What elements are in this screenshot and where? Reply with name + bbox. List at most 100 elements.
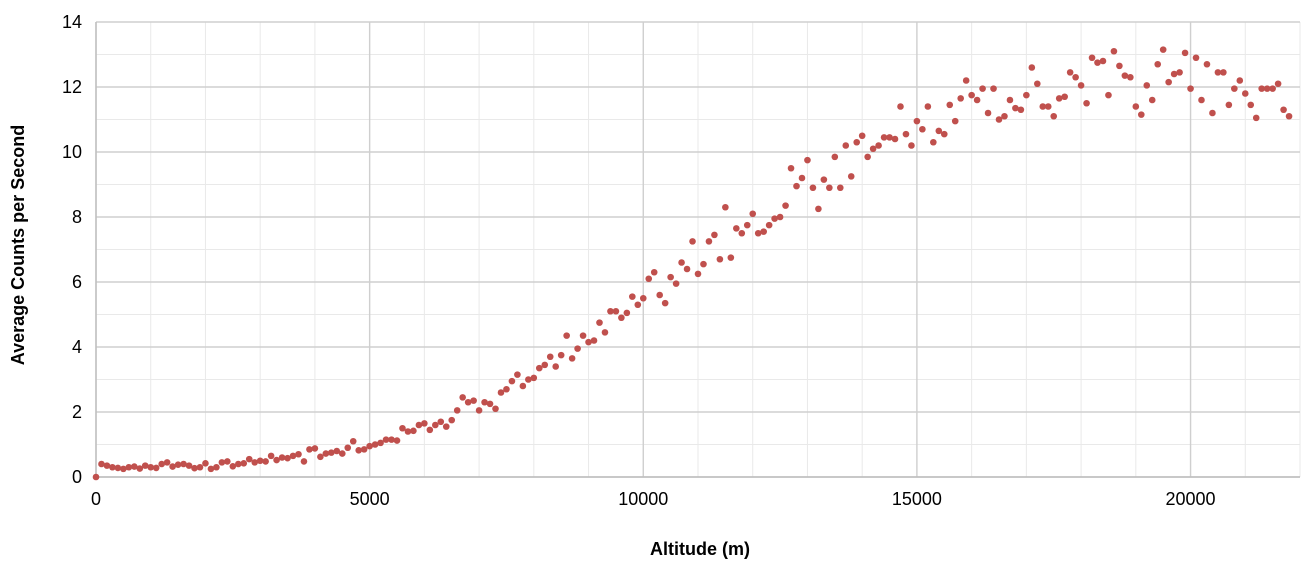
- data-point: [979, 85, 986, 92]
- y-tick-label: 8: [72, 207, 82, 227]
- data-point: [1044, 103, 1052, 110]
- gridlines: [95, 21, 1301, 478]
- data-point: [836, 184, 844, 192]
- data-point: [639, 294, 647, 302]
- data-point: [667, 273, 674, 281]
- data-point: [574, 345, 581, 352]
- data-point: [464, 398, 472, 406]
- data-point: [601, 329, 609, 336]
- data-point: [798, 174, 806, 182]
- data-point: [1127, 73, 1134, 81]
- data-point: [152, 464, 160, 472]
- data-point: [109, 463, 116, 471]
- data-point: [919, 125, 926, 133]
- data-point: [782, 202, 789, 209]
- data-point: [815, 205, 822, 213]
- data-point: [820, 176, 828, 183]
- data-point: [831, 153, 839, 161]
- data-point: [661, 299, 669, 307]
- data-point: [213, 463, 220, 471]
- data-point: [1159, 46, 1167, 53]
- data-point: [388, 436, 395, 443]
- data-point: [727, 254, 735, 261]
- data-point: [442, 423, 450, 430]
- data-point: [990, 85, 997, 92]
- data-point: [552, 363, 560, 370]
- data-point: [1006, 96, 1014, 104]
- data-point: [1055, 95, 1063, 102]
- data-point: [481, 398, 488, 406]
- data-point: [886, 134, 893, 141]
- data-points: [92, 46, 1293, 481]
- data-point: [946, 101, 954, 109]
- data-point: [103, 462, 111, 469]
- data-point: [787, 164, 795, 172]
- data-point: [174, 461, 182, 468]
- data-point: [738, 229, 746, 237]
- data-point: [962, 77, 970, 84]
- data-point: [1148, 96, 1156, 104]
- data-point: [705, 238, 713, 245]
- data-point: [951, 117, 959, 125]
- data-point: [120, 465, 127, 473]
- data-point: [596, 319, 603, 326]
- data-point: [1220, 69, 1227, 76]
- data-point: [1252, 114, 1260, 122]
- data-point: [147, 463, 155, 471]
- data-point: [1170, 70, 1178, 78]
- data-point: [1198, 96, 1205, 104]
- data-point: [328, 449, 335, 456]
- data-point: [1280, 106, 1287, 114]
- data-point: [1121, 72, 1129, 79]
- data-point: [273, 456, 280, 464]
- data-point: [349, 437, 357, 445]
- data-point: [317, 453, 324, 461]
- data-point: [546, 353, 554, 361]
- data-point: [1088, 54, 1096, 62]
- data-point: [875, 142, 882, 149]
- data-point: [1143, 82, 1151, 89]
- x-tick-label: 0: [91, 489, 101, 509]
- data-point: [185, 462, 193, 469]
- data-point: [1187, 85, 1194, 92]
- data-point: [141, 462, 149, 469]
- data-point: [858, 132, 866, 140]
- data-point: [497, 389, 505, 396]
- data-point: [224, 458, 231, 465]
- x-tick-label: 10000: [618, 489, 668, 509]
- data-point: [612, 307, 620, 315]
- data-point: [880, 134, 888, 141]
- data-point: [1137, 111, 1145, 118]
- data-point: [245, 455, 253, 463]
- data-point: [585, 338, 592, 346]
- y-tick-label: 12: [62, 77, 82, 97]
- data-point: [158, 460, 165, 468]
- data-point: [678, 259, 685, 266]
- data-point: [267, 452, 275, 460]
- data-point: [289, 452, 297, 460]
- data-point: [410, 427, 417, 435]
- data-point: [672, 280, 680, 287]
- data-point: [131, 463, 138, 470]
- data-point: [891, 135, 899, 143]
- data-point: [749, 210, 757, 218]
- data-point: [935, 127, 943, 135]
- data-point: [568, 355, 576, 362]
- data-point: [623, 309, 631, 317]
- data-point: [1072, 73, 1079, 81]
- data-point: [366, 442, 373, 450]
- data-point: [196, 463, 204, 471]
- data-point: [1001, 112, 1008, 120]
- data-point: [514, 371, 521, 378]
- data-point: [125, 463, 133, 471]
- data-point: [300, 458, 308, 465]
- data-point: [869, 145, 877, 153]
- data-point: [716, 255, 724, 263]
- data-point: [541, 361, 549, 369]
- data-point: [645, 275, 653, 283]
- data-point: [218, 459, 226, 466]
- data-point: [1209, 109, 1216, 117]
- data-point: [711, 231, 718, 239]
- data-point: [437, 418, 445, 426]
